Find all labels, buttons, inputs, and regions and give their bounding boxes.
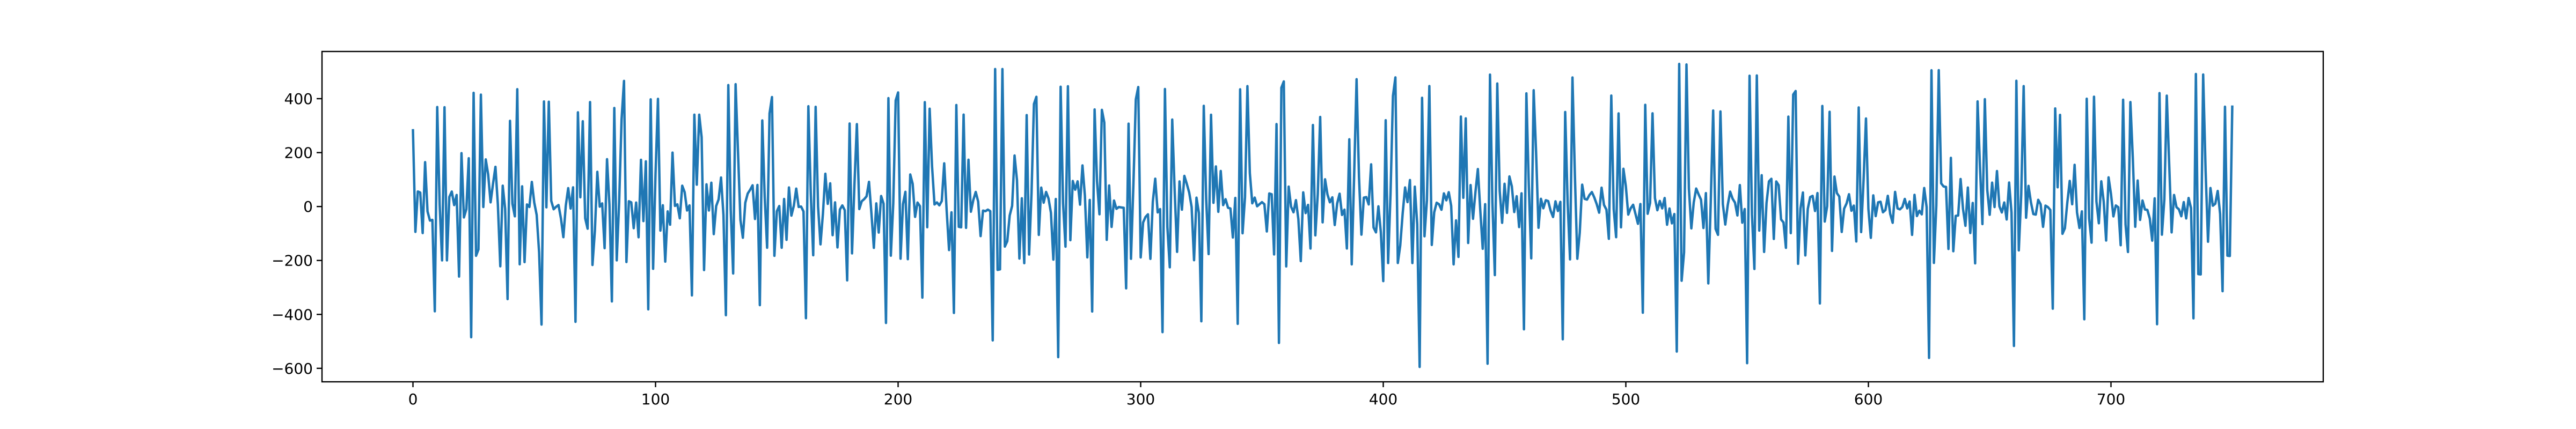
- x-tick-label: 100: [641, 390, 670, 408]
- ticks-layer: 0 100 200 300 400 500 600 700 400 200 0 −200 −400 −60…: [272, 90, 2125, 408]
- x-tick-label: 0: [408, 390, 418, 408]
- x-tick-label: 500: [1612, 390, 1640, 408]
- y-tick-label: −600: [272, 360, 313, 378]
- y-tick-label: 200: [284, 144, 313, 162]
- y-tick-label: 400: [284, 90, 313, 108]
- x-tick-label: 700: [2097, 390, 2125, 408]
- series-line-0: [412, 62, 2234, 368]
- y-tick-label: −200: [272, 252, 313, 270]
- series-layer: [412, 62, 2234, 368]
- x-tick-label: 200: [884, 390, 912, 408]
- y-tick-label: −400: [272, 306, 313, 323]
- x-tick-label: 600: [1854, 390, 1883, 408]
- y-tick-label: 0: [303, 198, 313, 216]
- x-tick-label: 300: [1126, 390, 1155, 408]
- axes-frame: [321, 50, 2324, 383]
- x-tick-label: 400: [1369, 390, 1397, 408]
